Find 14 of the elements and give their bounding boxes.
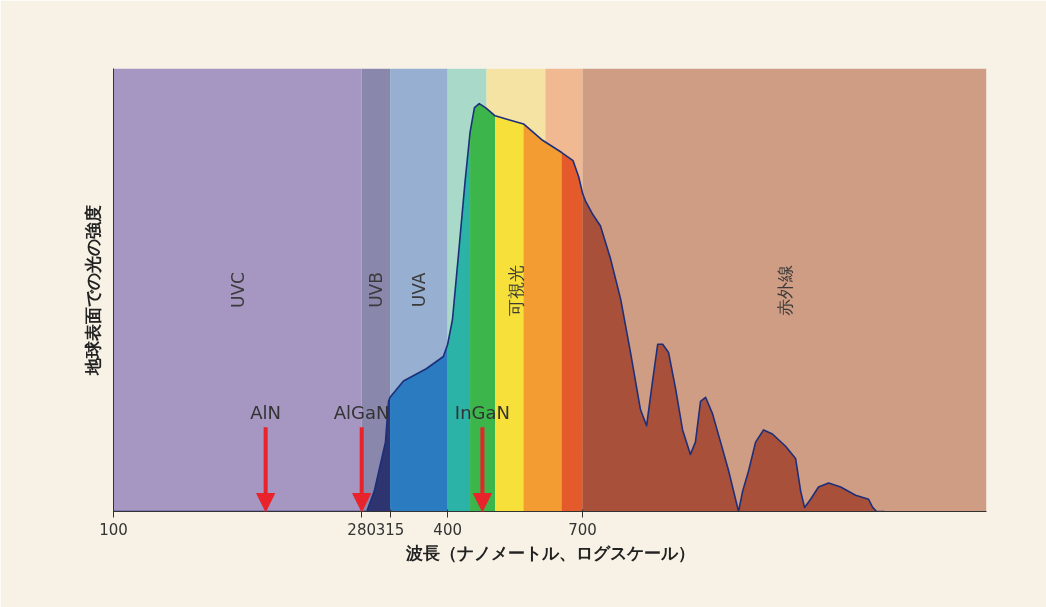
x-tick-label: 315	[375, 520, 405, 539]
band-label: UVC	[227, 272, 248, 308]
x-tick-label: 280	[347, 520, 377, 539]
x-tick-label: 700	[568, 520, 597, 539]
band-label: UVA	[408, 272, 429, 308]
x-tick-label: 400	[433, 520, 462, 539]
annotation: InGaN	[454, 401, 510, 423]
annotation: AlN	[250, 401, 282, 423]
x-axis-title: 波長（ナノメートル、ログスケール）	[404, 542, 695, 563]
y-axis-title: 地球表面での光の強度	[82, 205, 103, 376]
x-tick-label: 100	[99, 520, 128, 539]
band-label: 可視光	[505, 264, 526, 316]
band-label: UVB	[365, 272, 386, 308]
band-label: 赤外線	[774, 264, 795, 316]
